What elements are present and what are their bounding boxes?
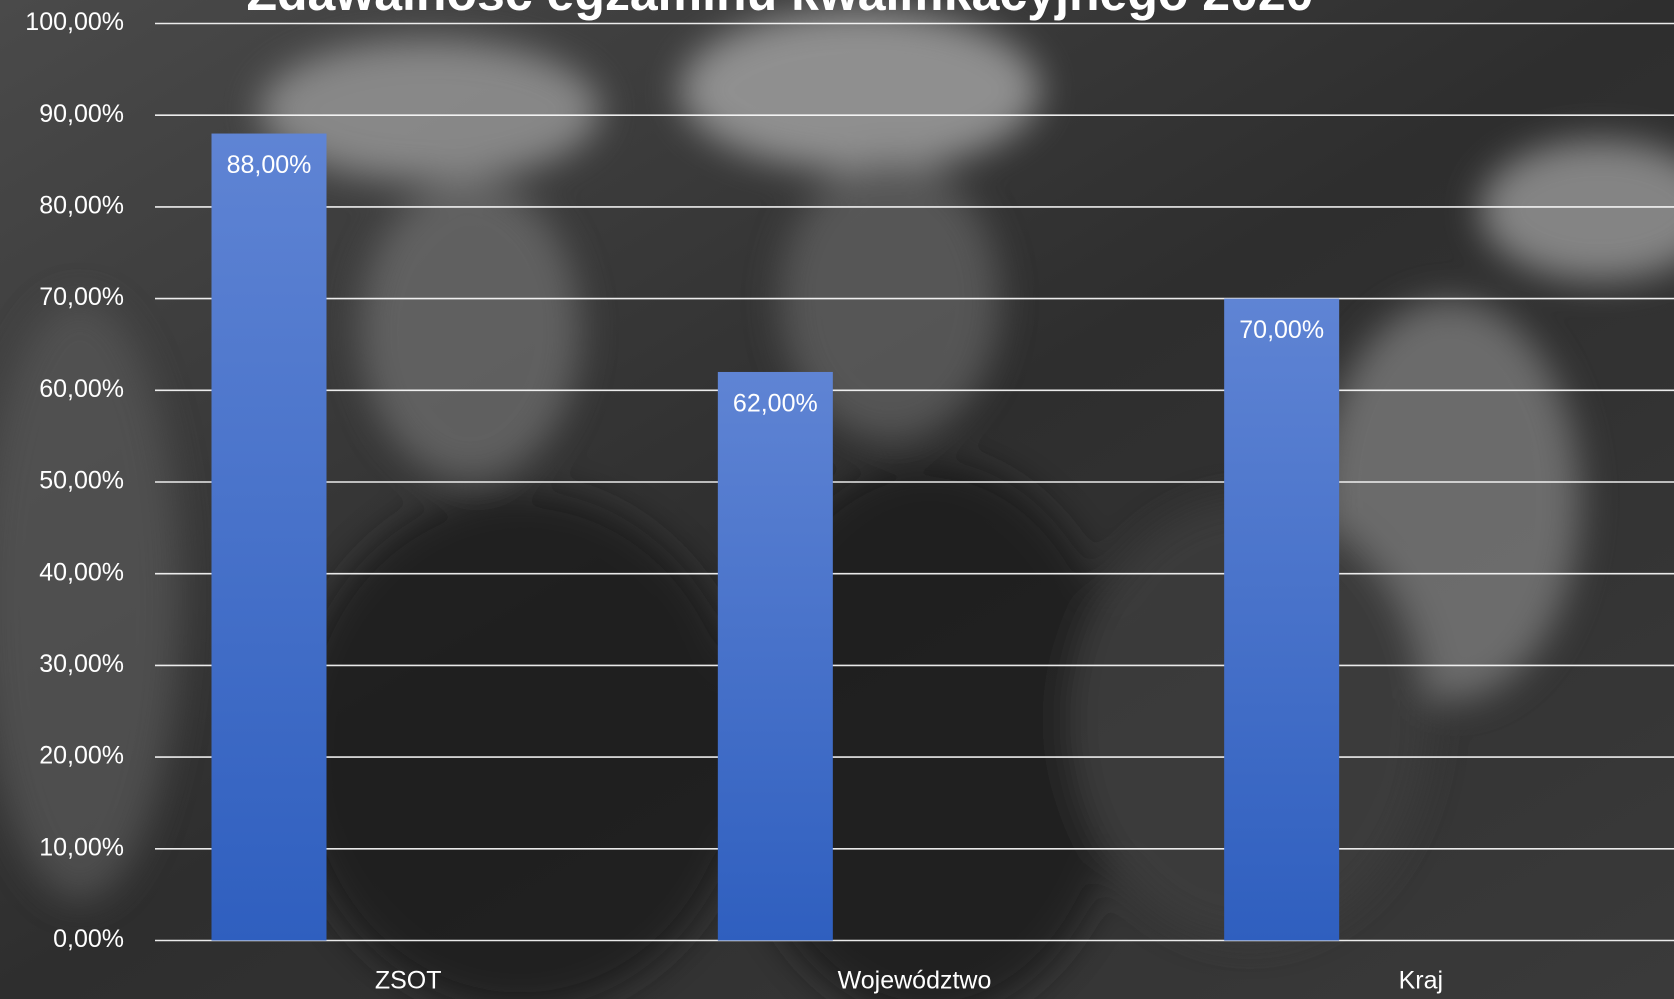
y-tick-label: 80,00% bbox=[39, 192, 124, 220]
y-tick-label: 60,00% bbox=[39, 375, 124, 403]
y-tick-label: 100,00% bbox=[25, 8, 124, 36]
value-label: 70,00% bbox=[1239, 316, 1324, 344]
y-tick-label: 40,00% bbox=[39, 558, 124, 586]
bar bbox=[211, 133, 327, 941]
y-tick-label: 20,00% bbox=[39, 742, 124, 770]
x-tick-label: Kraj bbox=[1399, 967, 1443, 995]
y-tick-label: 10,00% bbox=[39, 833, 124, 861]
value-label: 88,00% bbox=[227, 151, 312, 179]
y-tick-label: 90,00% bbox=[39, 100, 124, 128]
bar bbox=[1224, 298, 1340, 941]
value-label: 62,00% bbox=[733, 390, 818, 418]
y-tick-label: 50,00% bbox=[39, 467, 124, 495]
y-tick-label: 0,00% bbox=[53, 925, 124, 953]
y-tick-label: 30,00% bbox=[39, 650, 124, 678]
x-tick-label: ZSOT bbox=[375, 967, 442, 995]
y-tick-label: 70,00% bbox=[39, 283, 124, 311]
x-tick-label: Województwo bbox=[838, 967, 992, 995]
bar bbox=[717, 371, 833, 941]
chart-title: Zdawalność egzaminu kwalifikacyjnego 202… bbox=[246, 0, 1313, 21]
